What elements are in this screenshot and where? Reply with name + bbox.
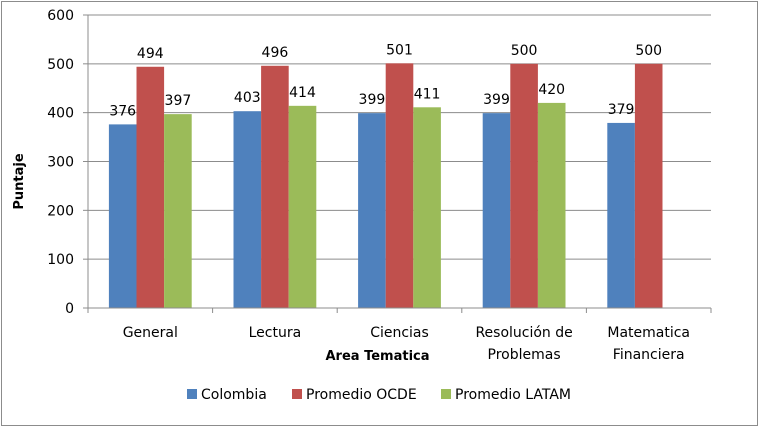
data-label: 501	[386, 42, 413, 58]
bars	[108, 63, 663, 309]
data-label: 399	[483, 92, 510, 108]
y-tick-label: 200	[47, 203, 74, 219]
x-tick-label: Financiera	[613, 347, 685, 363]
legend-label: Colombia	[201, 387, 267, 403]
data-label: 403	[234, 90, 261, 106]
y-tick-label: 300	[47, 155, 74, 171]
data-label: 500	[511, 43, 538, 59]
bar	[233, 111, 262, 309]
data-label: 399	[359, 92, 386, 108]
legend-swatch	[441, 389, 451, 399]
bar	[385, 63, 414, 308]
data-label: 379	[608, 102, 635, 118]
y-axis-ticks: 0 100 200 300 400 500 600	[47, 8, 88, 317]
x-tick-label: Lectura	[249, 325, 302, 341]
y-tick-label: 400	[47, 106, 74, 122]
bar	[413, 107, 441, 308]
axes	[87, 15, 711, 309]
bar	[510, 63, 538, 309]
x-tick-label: Matematica	[607, 325, 690, 341]
bar	[607, 122, 635, 309]
x-tick-label: Problemas	[488, 347, 561, 363]
data-label: 496	[262, 45, 289, 61]
legend: Colombia Promedio OCDE Promedio LATAM	[187, 387, 571, 403]
bar	[634, 63, 663, 309]
bar	[358, 113, 386, 308]
y-tick-label: 100	[47, 252, 74, 268]
y-axis-title: Puntaje	[12, 153, 27, 209]
bar	[288, 105, 317, 308]
data-label: 414	[289, 85, 316, 101]
data-label: 420	[538, 82, 565, 98]
y-tick-label: 600	[47, 8, 74, 24]
x-axis-ticks: General Lectura Ciencias Resolución de Probl…	[87, 308, 712, 363]
data-label: 494	[137, 46, 164, 62]
bar	[164, 114, 192, 308]
x-tick-label: General	[123, 325, 178, 341]
data-labels: 376 494 397 403 496 414 399 501 411 399 500 420 379 5…	[109, 42, 662, 119]
data-label: 397	[165, 93, 192, 109]
legend-label: Promedio OCDE	[306, 387, 417, 403]
bar	[482, 113, 511, 308]
data-label: 376	[109, 103, 136, 119]
legend-swatch	[187, 389, 197, 399]
x-tick-label: Resolución de	[475, 325, 572, 341]
x-axis-title: Area Tematica	[325, 349, 429, 364]
legend-label: Promedio LATAM	[455, 387, 571, 403]
data-label: 500	[635, 43, 662, 59]
bar	[261, 65, 289, 308]
bar	[136, 66, 165, 308]
y-tick-label: 500	[47, 57, 74, 73]
legend-swatch	[292, 389, 302, 399]
y-tick-label: 0	[65, 301, 74, 317]
bar	[108, 124, 137, 309]
data-label: 411	[414, 86, 441, 102]
bar	[537, 102, 566, 309]
x-tick-label: Ciencias	[370, 325, 429, 341]
